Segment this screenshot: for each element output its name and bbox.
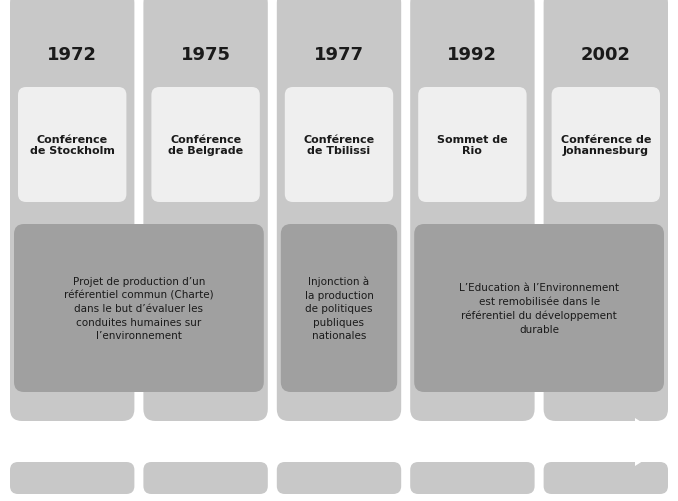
FancyBboxPatch shape — [18, 88, 126, 202]
Text: Conférence de
Johannesburg: Conférence de Johannesburg — [561, 134, 651, 156]
FancyBboxPatch shape — [285, 88, 393, 202]
FancyBboxPatch shape — [277, 0, 401, 421]
Text: Projet de production d’un
référentiel commun (Charte)
dans le but d’évaluer les
: Projet de production d’un référentiel co… — [64, 276, 214, 341]
FancyBboxPatch shape — [544, 0, 668, 421]
FancyBboxPatch shape — [544, 462, 668, 494]
Text: Injonction à
la production
de politiques
publiques
nationales: Injonction à la production de politiques… — [304, 276, 374, 341]
FancyBboxPatch shape — [10, 462, 134, 494]
FancyBboxPatch shape — [144, 462, 268, 494]
Text: Conférence
de Tbilissi: Conférence de Tbilissi — [304, 134, 374, 156]
Text: 1972: 1972 — [47, 46, 97, 64]
Text: Sommet de
Rio: Sommet de Rio — [437, 134, 508, 156]
Text: 1975: 1975 — [180, 46, 231, 64]
Text: Conférence
de Belgrade: Conférence de Belgrade — [168, 134, 243, 156]
FancyBboxPatch shape — [414, 224, 664, 392]
FancyBboxPatch shape — [418, 88, 527, 202]
Polygon shape — [5, 418, 673, 466]
Text: 1992: 1992 — [447, 46, 498, 64]
FancyBboxPatch shape — [10, 0, 134, 421]
FancyBboxPatch shape — [151, 88, 260, 202]
FancyBboxPatch shape — [144, 0, 268, 421]
Text: 1977: 1977 — [314, 46, 364, 64]
FancyBboxPatch shape — [14, 224, 264, 392]
Text: 2002: 2002 — [581, 46, 631, 64]
Text: L’Education à l’Environnement
est remobilisée dans le
référentiel du développeme: L’Education à l’Environnement est remobi… — [459, 283, 619, 334]
FancyBboxPatch shape — [410, 0, 534, 421]
Text: Conférence
de Stockholm: Conférence de Stockholm — [30, 134, 115, 156]
FancyBboxPatch shape — [552, 88, 660, 202]
FancyBboxPatch shape — [281, 224, 397, 392]
FancyBboxPatch shape — [410, 462, 534, 494]
FancyBboxPatch shape — [277, 462, 401, 494]
